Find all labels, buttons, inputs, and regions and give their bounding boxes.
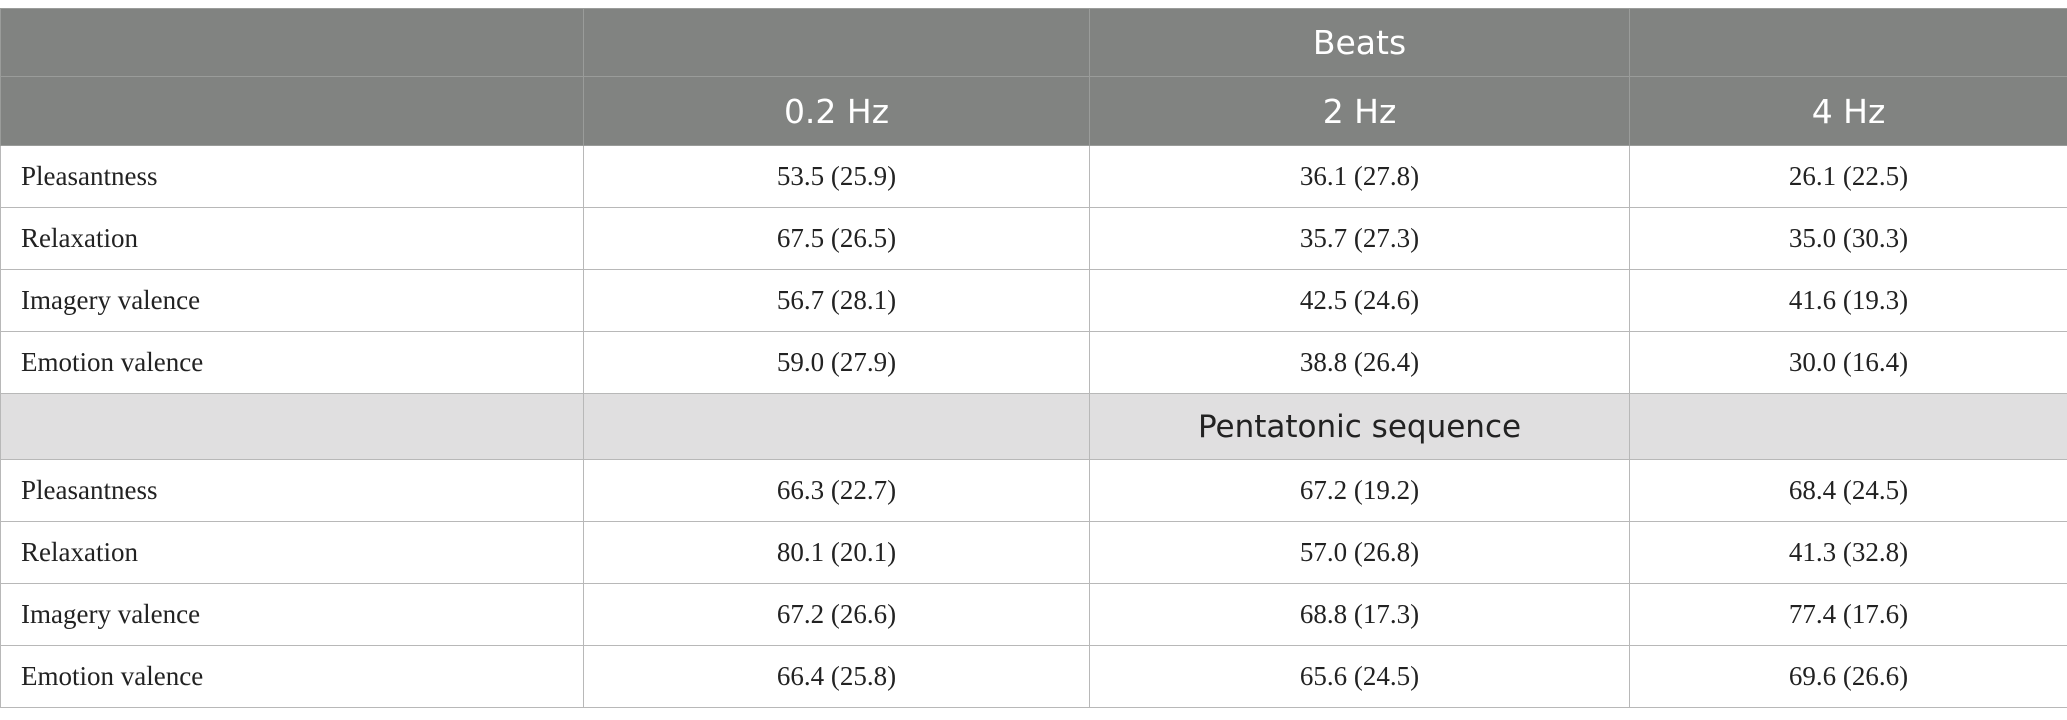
table-cell: 77.4 (17.6)	[1629, 583, 2067, 646]
header-empty-cell	[1629, 8, 2067, 77]
column-header-0-2hz: 0.2 Hz	[583, 76, 1090, 146]
table-cell: 59.0 (27.9)	[583, 331, 1090, 394]
table-cell: 65.6 (24.5)	[1089, 645, 1630, 708]
table-cell: 80.1 (20.1)	[583, 521, 1090, 584]
section-empty-cell	[583, 393, 1090, 460]
table-cell: 57.0 (26.8)	[1089, 521, 1630, 584]
table-cell: 38.8 (26.4)	[1089, 331, 1630, 394]
row-label: Emotion valence	[0, 645, 584, 708]
table-cell: 30.0 (16.4)	[1629, 331, 2067, 394]
table-cell: 36.1 (27.8)	[1089, 145, 1630, 208]
table-row: Relaxation 67.5 (26.5) 35.7 (27.3) 35.0 …	[0, 207, 2067, 270]
row-label: Relaxation	[0, 521, 584, 584]
table-cell: 68.4 (24.5)	[1629, 459, 2067, 522]
column-header-row: 0.2 Hz 2 Hz 4 Hz	[0, 76, 2067, 146]
table-row: Relaxation 80.1 (20.1) 57.0 (26.8) 41.3 …	[0, 521, 2067, 584]
table-header: Beats 0.2 Hz 2 Hz 4 Hz	[0, 8, 2067, 146]
row-label: Pleasantness	[0, 459, 584, 522]
section-header-pentatonic: Pentatonic sequence	[1089, 393, 1630, 460]
results-table: Beats 0.2 Hz 2 Hz 4 Hz Pleasantness 53.5…	[0, 8, 2067, 708]
table-row: Emotion valence 59.0 (27.9) 38.8 (26.4) …	[0, 331, 2067, 394]
section-header-row: Pentatonic sequence	[0, 393, 2067, 460]
table-cell: 35.0 (30.3)	[1629, 207, 2067, 270]
section-empty-cell	[0, 393, 584, 460]
table-cell: 66.4 (25.8)	[583, 645, 1090, 708]
table-cell: 26.1 (22.5)	[1629, 145, 2067, 208]
table-cell: 67.2 (26.6)	[583, 583, 1090, 646]
section-empty-cell	[1629, 393, 2067, 460]
header-empty-cell	[583, 8, 1090, 77]
column-header-4hz: 4 Hz	[1629, 76, 2067, 146]
header-empty-cell	[0, 8, 584, 77]
table-cell: 35.7 (27.3)	[1089, 207, 1630, 270]
table-row: Pleasantness 53.5 (25.9) 36.1 (27.8) 26.…	[0, 145, 2067, 208]
group-header-beats: Beats	[1089, 8, 1630, 77]
table-cell: 67.2 (19.2)	[1089, 459, 1630, 522]
row-label: Relaxation	[0, 207, 584, 270]
table-cell: 68.8 (17.3)	[1089, 583, 1630, 646]
row-label: Imagery valence	[0, 269, 584, 332]
table-body: Pleasantness 53.5 (25.9) 36.1 (27.8) 26.…	[0, 145, 2067, 708]
table-row: Imagery valence 56.7 (28.1) 42.5 (24.6) …	[0, 269, 2067, 332]
table-row: Emotion valence 66.4 (25.8) 65.6 (24.5) …	[0, 645, 2067, 708]
column-header-2hz: 2 Hz	[1089, 76, 1630, 146]
table-cell: 66.3 (22.7)	[583, 459, 1090, 522]
row-label: Pleasantness	[0, 145, 584, 208]
table-cell: 41.3 (32.8)	[1629, 521, 2067, 584]
group-header-row: Beats	[0, 8, 2067, 77]
table-cell: 42.5 (24.6)	[1089, 269, 1630, 332]
table-cell: 67.5 (26.5)	[583, 207, 1090, 270]
table-row: Imagery valence 67.2 (26.6) 68.8 (17.3) …	[0, 583, 2067, 646]
table-cell: 56.7 (28.1)	[583, 269, 1090, 332]
table-cell: 69.6 (26.6)	[1629, 645, 2067, 708]
table-row: Pleasantness 66.3 (22.7) 67.2 (19.2) 68.…	[0, 459, 2067, 522]
table-cell: 41.6 (19.3)	[1629, 269, 2067, 332]
row-label: Emotion valence	[0, 331, 584, 394]
table-cell: 53.5 (25.9)	[583, 145, 1090, 208]
row-label: Imagery valence	[0, 583, 584, 646]
header-empty-cell	[0, 76, 584, 146]
